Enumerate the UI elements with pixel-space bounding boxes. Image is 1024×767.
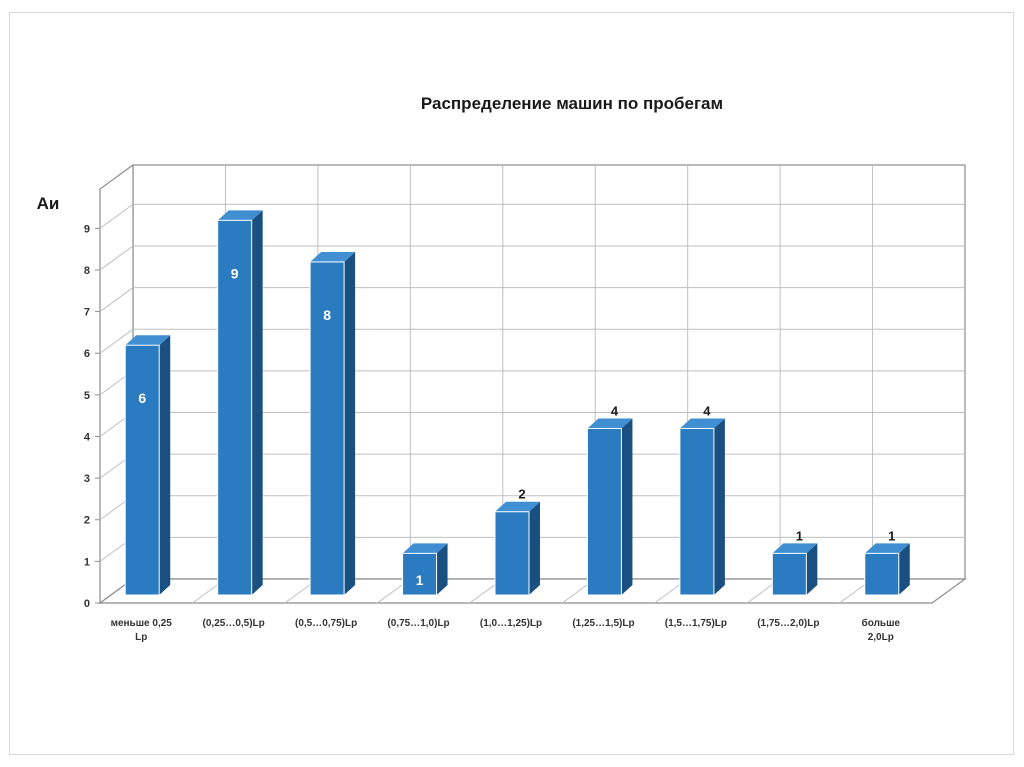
data-label: 1 <box>416 572 424 588</box>
y-tick-label: 9 <box>84 223 90 235</box>
bar <box>679 427 715 596</box>
gridline-side <box>99 287 134 312</box>
data-label: 4 <box>703 403 711 418</box>
bar-side <box>806 543 818 595</box>
bar-side <box>898 543 910 595</box>
bar-top <box>310 251 356 262</box>
bar-side <box>529 501 540 595</box>
bar-side <box>713 418 725 595</box>
category-label: больше 2,0Lp <box>862 617 901 643</box>
gridline-side <box>99 203 134 229</box>
bar-top <box>402 543 448 554</box>
y-tick-label: 0 <box>84 598 90 610</box>
bar <box>217 219 253 596</box>
y-tick-label: 7 <box>84 307 90 319</box>
data-label: 9 <box>231 265 239 281</box>
data-label: 1 <box>888 528 895 543</box>
bar-side <box>436 543 448 595</box>
category-label: (1,25…1,5)Lp <box>572 618 634 629</box>
bar-top <box>679 418 725 429</box>
y-tick-label: 8 <box>84 265 90 277</box>
bar-side <box>621 418 633 595</box>
bar <box>864 552 900 596</box>
bar-side <box>159 335 171 595</box>
y-axis-label: Аи <box>37 194 60 213</box>
bar <box>494 511 530 596</box>
y-tick-label: 6 <box>84 348 90 360</box>
category-label: (1,75…2,0)Lp <box>757 618 819 629</box>
y-tick-label: 4 <box>84 431 91 443</box>
data-labels: 6 9 8 1 2 4 4 1 1 <box>138 265 895 588</box>
bar <box>771 552 807 596</box>
data-label: 2 <box>518 487 525 502</box>
gridline-side <box>99 328 134 354</box>
bar-top <box>772 543 818 554</box>
bars <box>124 210 910 596</box>
data-label: 1 <box>796 528 803 543</box>
y-tick-label: 5 <box>84 390 90 402</box>
bar <box>402 552 438 596</box>
bar-side <box>344 251 356 595</box>
bar <box>586 427 622 596</box>
bar <box>124 344 160 596</box>
category-label: (1,5…1,75)Lp <box>665 618 727 629</box>
category-labels: меньше 0,25 Lp (0,25…0,5)Lp (0,5…0,75)Lp (0,… <box>111 617 901 643</box>
bar-top <box>217 210 263 221</box>
data-label: 8 <box>323 307 331 323</box>
y-tick-label: 1 <box>84 556 90 568</box>
category-label: (1,0…1,25)Lp <box>480 618 542 629</box>
y-tick-label: 3 <box>84 473 90 485</box>
bar-top <box>587 418 633 429</box>
chart-title: Распределение машин по пробегам <box>421 94 723 113</box>
bar-top <box>864 543 910 554</box>
data-label: 6 <box>138 390 146 406</box>
bar <box>309 261 345 596</box>
y-tick-label: 2 <box>84 515 90 527</box>
bar-top <box>495 501 540 512</box>
category-label: (0,75…1,0)Lp <box>387 618 449 629</box>
back-wall <box>132 164 966 580</box>
bar-side <box>251 210 263 595</box>
data-label: 4 <box>611 403 619 418</box>
gridline-side <box>99 245 134 271</box>
y-tick-labels: 0 1 2 3 4 5 6 7 8 9 <box>84 223 100 610</box>
category-label: (0,25…0,5)Lp <box>203 618 265 629</box>
category-label: меньше 0,25 Lp <box>111 618 173 643</box>
bar-top <box>125 335 171 346</box>
category-label: (0,5…0,75)Lp <box>295 618 357 629</box>
